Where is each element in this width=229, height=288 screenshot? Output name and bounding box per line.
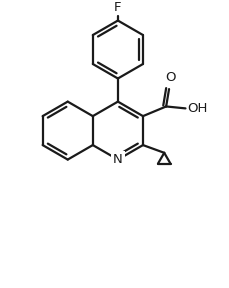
Text: N: N — [112, 153, 122, 166]
Text: O: O — [164, 71, 174, 84]
Text: OH: OH — [187, 102, 207, 115]
Text: F: F — [114, 1, 121, 14]
